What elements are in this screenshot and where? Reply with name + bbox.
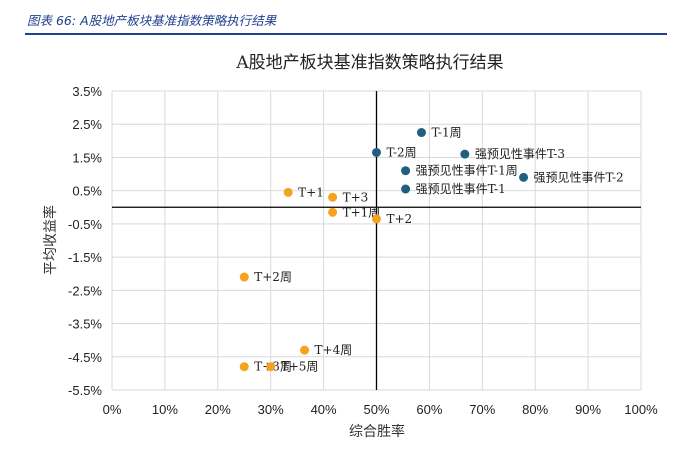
point-label: T+3 bbox=[343, 190, 369, 204]
data-point bbox=[416, 128, 426, 138]
data-point bbox=[401, 184, 411, 194]
y-tick-label: 0.5% bbox=[72, 184, 102, 199]
point-label: T+1周 bbox=[343, 205, 381, 219]
data-point bbox=[519, 172, 529, 182]
x-tick-label: 70% bbox=[469, 402, 495, 417]
data-point bbox=[239, 362, 249, 372]
point-label: T+2 bbox=[387, 212, 413, 226]
y-tick-label: 3.5% bbox=[72, 84, 102, 99]
data-point bbox=[460, 149, 470, 159]
y-tick-label: -5.5% bbox=[68, 383, 102, 398]
point-label: 强预见性事件T-3 bbox=[475, 147, 565, 161]
point-label: T-2周 bbox=[387, 145, 417, 159]
data-points: T-1周 T-2周 强预见性事件T-3 强预见性事件T-1周 强预见性事件T-2 强预见性… bbox=[239, 126, 624, 374]
point-label: T+2周 bbox=[254, 270, 292, 284]
figure-caption: 图表 66: A股地产板块基准指数策略执行结果 bbox=[27, 13, 277, 28]
data-point bbox=[300, 345, 310, 355]
data-point bbox=[328, 207, 338, 217]
y-tick-label: 1.5% bbox=[72, 150, 102, 165]
y-tick-labels: 3.5% 2.5% 1.5% 0.5% -0.5% -1.5% -2.5% -3.5% -4.5… bbox=[68, 84, 102, 398]
x-tick-label: 50% bbox=[363, 402, 389, 417]
point-label: T+5周 bbox=[281, 360, 319, 374]
x-axis-label: 综合胜率 bbox=[349, 423, 405, 440]
x-tick-label: 0% bbox=[103, 402, 122, 417]
x-tick-label: 100% bbox=[624, 402, 658, 417]
y-tick-label: -2.5% bbox=[68, 283, 102, 298]
x-tick-labels: 0% 10% 20% 30% 40% 50% 60% 70% 80% 90% 100% bbox=[103, 402, 658, 417]
y-tick-label: -4.5% bbox=[68, 350, 102, 365]
y-tick-label: 2.5% bbox=[72, 117, 102, 132]
x-tick-label: 40% bbox=[311, 402, 337, 417]
y-tick-label: -3.5% bbox=[68, 317, 102, 332]
x-tick-label: 60% bbox=[416, 402, 442, 417]
data-point bbox=[372, 214, 381, 224]
data-point bbox=[328, 192, 338, 202]
caption-divider bbox=[25, 33, 667, 35]
data-point bbox=[401, 166, 411, 176]
data-point bbox=[266, 362, 276, 372]
point-label: T+4周 bbox=[315, 343, 353, 357]
point-label: 强预见性事件T-1周 bbox=[416, 164, 518, 178]
data-point bbox=[283, 187, 293, 197]
x-tick-label: 30% bbox=[258, 402, 284, 417]
data-point bbox=[372, 147, 381, 157]
axes bbox=[112, 91, 641, 390]
y-tick-label: -1.5% bbox=[68, 250, 102, 265]
data-point bbox=[239, 272, 249, 282]
x-tick-label: 90% bbox=[575, 402, 601, 417]
y-tick-label: -0.5% bbox=[68, 217, 102, 232]
y-axis-label: 平均收益率 bbox=[42, 205, 59, 275]
x-tick-label: 80% bbox=[522, 402, 548, 417]
point-label: T+1 bbox=[298, 185, 324, 199]
point-label: 强预见性事件T-2 bbox=[534, 170, 624, 184]
chart-title: A股地产板块基准指数策略执行结果 bbox=[235, 53, 503, 73]
x-tick-label: 10% bbox=[152, 402, 178, 417]
x-tick-label: 20% bbox=[205, 402, 231, 417]
point-label: 强预见性事件T-1 bbox=[416, 182, 506, 196]
point-label: T-1周 bbox=[431, 126, 461, 140]
